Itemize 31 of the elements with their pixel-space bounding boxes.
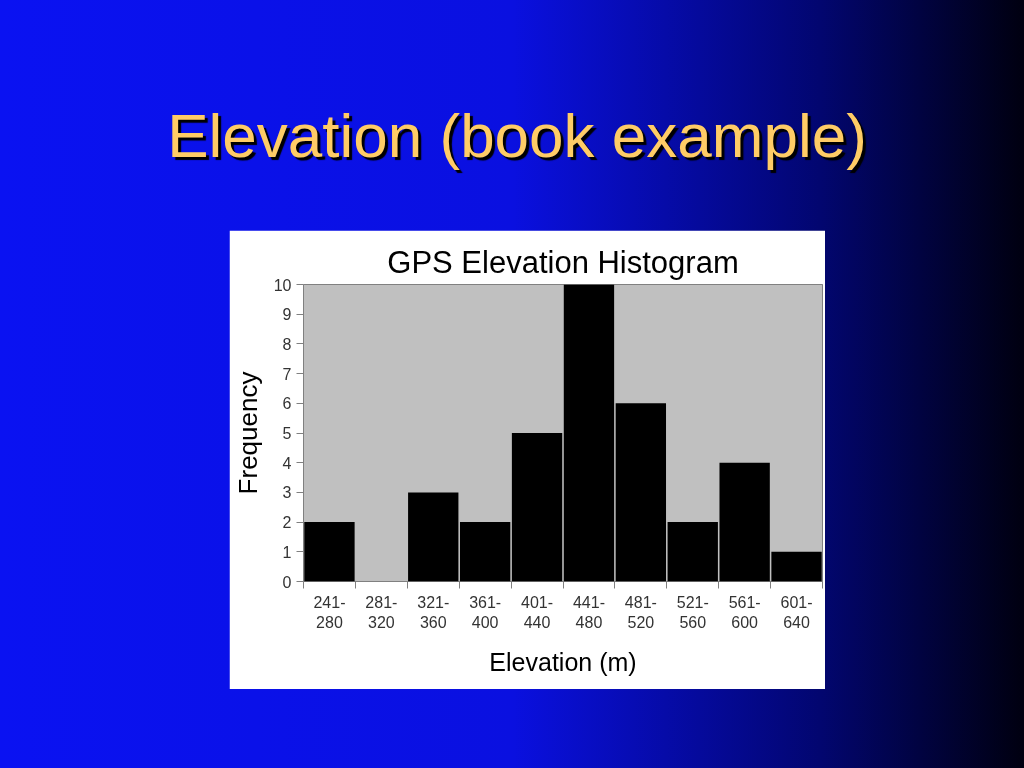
x-tick-label: 401-440 — [521, 593, 554, 631]
x-tick-label: 521-560 — [676, 593, 709, 631]
x-tick-label: 241-280 — [313, 593, 346, 631]
y-tick-label: 4 — [282, 454, 292, 472]
y-tick-label: 9 — [282, 306, 292, 324]
y-tick-label: 5 — [282, 425, 292, 442]
y-tick-label: 8 — [282, 335, 292, 353]
y-tick-label: 6 — [282, 395, 292, 413]
bar — [304, 522, 355, 582]
x-axis-title: Elevation (m) — [489, 647, 637, 676]
y-tick-label: 2 — [282, 514, 292, 532]
bar — [615, 403, 667, 582]
bar — [459, 522, 511, 582]
y-tick-label: 1 — [282, 543, 292, 561]
x-tick-label: 281-320 — [365, 593, 398, 631]
chart-title: Elevation (book example) — [167, 101, 867, 170]
y-tick-label: 0 — [282, 573, 292, 591]
bar — [563, 284, 615, 582]
bar — [511, 433, 563, 582]
x-tick-label: 361-400 — [469, 593, 502, 631]
bar — [408, 492, 459, 582]
y-tick-label: 7 — [282, 365, 292, 383]
y-tick-label: 3 — [282, 484, 292, 502]
y-axis-title: Frequency — [232, 371, 263, 495]
x-tick-label: 601-640 — [780, 593, 813, 631]
chart-subtitle: GPS Elevation Histogram — [387, 244, 739, 280]
x-tick-label: 321-360 — [417, 593, 450, 631]
x-tick-label: 441-480 — [572, 593, 605, 631]
x-tick-label: 561-600 — [728, 593, 761, 631]
x-tick-label: 481-520 — [624, 593, 657, 631]
y-tick-label: 10 — [273, 276, 292, 294]
